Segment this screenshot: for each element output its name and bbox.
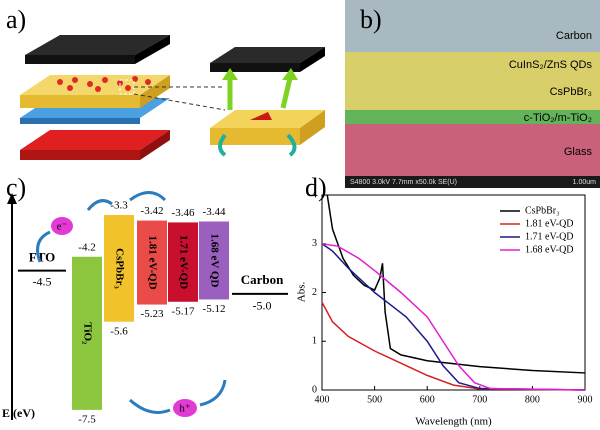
band-name: TiO₂ (81, 322, 93, 345)
x-axis-label: Wavelength (nm) (415, 416, 492, 428)
band-bottom-value: -5.12 (203, 303, 226, 315)
band (199, 221, 229, 300)
transfer-arrow (128, 398, 171, 414)
layer-label: Glass (564, 146, 593, 158)
band-top-value: -3.42 (141, 205, 164, 217)
axis-label: E (eV) (2, 406, 35, 420)
data-line (321, 301, 586, 391)
band (137, 220, 167, 305)
band-bottom-value: -7.5 (78, 413, 96, 425)
carbon-name: Carbon (241, 272, 284, 287)
panel-label: b) (360, 5, 382, 34)
y-tick-label: 3 (312, 238, 317, 249)
sem-image (345, 0, 600, 188)
legend-label: 1.81 eV-QD (525, 218, 574, 229)
y-axis-label: Abs. (296, 282, 308, 303)
band (72, 256, 102, 410)
band-name: 1.71 eV-QD (177, 235, 189, 289)
x-tick-label: 700 (472, 394, 487, 405)
band-bottom-value: -5.17 (172, 305, 195, 317)
carbon-value: -5.0 (253, 299, 272, 313)
layer-label: CuInS₂/ZnS QDs (509, 59, 593, 71)
panel-label: d) (305, 173, 327, 202)
layer-label: c-TiO₂/m-TiO₂ (524, 112, 592, 124)
legend-label: 1.68 eV-QD (525, 244, 574, 255)
x-tick-label: 400 (315, 394, 330, 405)
band-top-value: -3.46 (172, 207, 195, 219)
data-line (321, 243, 586, 391)
y-tick-label: 4 (312, 189, 317, 200)
band-top-value: -3.3 (110, 200, 128, 212)
transfer-arrow (36, 230, 51, 263)
band (168, 222, 198, 302)
sem-scale: 1.00um (573, 179, 597, 186)
x-tick-label: 600 (420, 394, 435, 405)
band-top-value: -4.2 (78, 241, 95, 253)
sem-footer: S4800 3.0kV 7.7mm x50.0k SE(U) (350, 179, 457, 186)
legend-label: CsPbBr₃ (525, 205, 560, 216)
data-line (321, 243, 586, 391)
electron-badge (51, 217, 73, 235)
legend-label: 1.71 eV-QD (525, 231, 574, 242)
y-tick-label: 0 (312, 384, 317, 395)
fto-value: -4.5 (33, 274, 52, 288)
panel-label: c) (6, 173, 26, 202)
transfer-arrow (86, 199, 113, 211)
band (104, 215, 134, 322)
axis-arrow (7, 193, 17, 204)
panel-label: a) (6, 5, 26, 34)
y-tick-label: 1 (312, 336, 317, 347)
transfer-arrow (199, 379, 227, 407)
data-line (326, 194, 586, 374)
x-tick-label: 900 (578, 394, 593, 405)
fto-name: FTO (29, 250, 56, 265)
hole-badge (173, 399, 197, 417)
transfer-arrow (129, 191, 167, 202)
band-name: 1.81 eV-QD (146, 235, 158, 289)
band-bottom-value: -5.23 (141, 308, 164, 320)
x-tick-label: 500 (367, 394, 382, 405)
device-illustration (20, 35, 325, 160)
layer-label: CsPbBr₃ (550, 86, 592, 98)
band-name: CsPbBr₃ (113, 248, 125, 289)
band-top-value: -3.44 (203, 206, 226, 218)
band-bottom-value: -5.6 (110, 325, 128, 337)
layer-label: Carbon (556, 30, 592, 42)
hole: h⁺ (179, 403, 191, 415)
x-tick-label: 800 (525, 394, 540, 405)
y-tick-label: 2 (312, 287, 317, 298)
band-name: 1.68 eV QD (208, 234, 220, 288)
electron: e⁻ (57, 221, 68, 233)
